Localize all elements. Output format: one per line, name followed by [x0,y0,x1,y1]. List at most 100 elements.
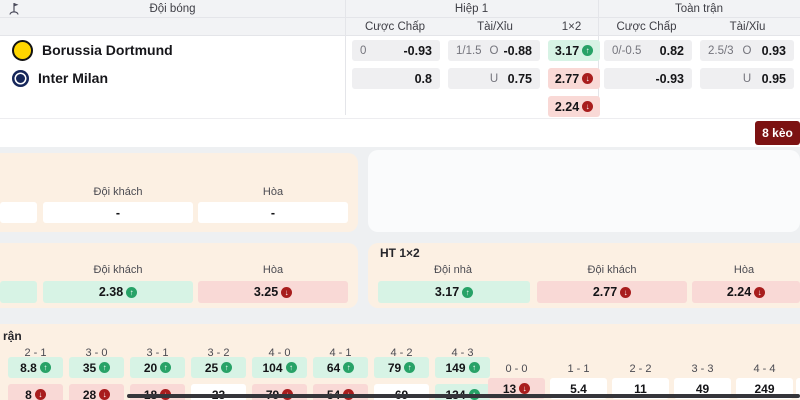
main-odds-table: Đội bóng Hiệp 1 Toàn trận Cược Chấp Tài/… [0,0,800,147]
score-odds-cell[interactable]: 11 [612,378,669,399]
draw-column-header: Hòa [262,264,284,276]
trend-up-icon: ↑ [126,286,138,298]
panel-ht-1x2: HT 1×2 Đội nhà Đội khách Hòa 3.17 ↑ 2.77… [368,243,800,308]
score-odds-cell[interactable]: 13 ↓ [488,378,545,399]
trend-down-icon: ↓ [99,389,111,400]
draw-column-header: Hòa [733,264,755,276]
column-divider [345,0,346,115]
score-header: 0 - 0 [505,363,528,375]
away-column-header: Đội khách [93,264,143,276]
score-header: 2 - 1 [24,347,47,359]
trend-down-icon: ↓ [582,101,594,112]
draw-odds-cell[interactable]: 3.25 ↓ [198,281,348,303]
trend-up-icon: ↑ [404,362,416,373]
odds-value: 35 [82,360,97,375]
draw-odds-cell[interactable]: - [198,202,348,223]
ft-handicap-away-cell[interactable]: -0.93 [604,68,692,89]
score-header: 3 - 1 [146,347,169,359]
ft-over-cell[interactable]: 2.5/3 O 0.93 [700,40,794,61]
odds-value: 149 [445,360,466,375]
score-odds-cell[interactable]: 35 ↑ [69,357,124,378]
sub-header-row: Cược Chấp Tài/Xỉu 1×2 Cược Chấp Tài/Xỉu [0,18,800,36]
ft-handicap-header: Cược Chấp [616,21,677,33]
score-odds-cell[interactable]: 49 [674,378,731,399]
horizontal-scrollbar[interactable] [127,394,800,398]
odds-value: 8.8 [20,360,37,375]
handicap-line: 0/-0.5 [612,44,642,57]
h1-1x2-draw-cell[interactable]: 2.24 ↓ [548,96,600,117]
h1-1x2-home-cell[interactable]: 3.17 ↑ [548,40,600,61]
ou-odds: 0.75 [507,71,532,86]
score-odds-cell[interactable]: 8 ↓ [8,384,63,400]
score-header: 4 - 2 [390,347,413,359]
score-odds-cell[interactable]: 28 ↓ [69,384,124,400]
trend-up-icon: ↑ [221,362,233,373]
h1-over-cell[interactable]: 1/1.5 O -0.88 [448,40,540,61]
panel-ft-1x2: Đội khách Hòa 2.38 ↑ 3.25 ↓ [0,243,358,308]
away-odds-cell[interactable]: - [43,202,193,223]
partial-odds-cell[interactable] [0,202,37,223]
h1-under-cell[interactable]: U 0.75 [448,68,540,89]
score-header: 4 - 1 [329,347,352,359]
h1-1x2-header: 1×2 [561,21,582,33]
score-odds-cell[interactable]: 149 ↑ [435,357,490,378]
score-header: 2 - 2 [629,363,652,375]
score-header: 3 - 3 [691,363,714,375]
score-odds-cell[interactable]: 79 ↑ [374,357,429,378]
trend-down-icon: ↓ [754,286,766,298]
odds-value: 8 [25,387,32,400]
away-odds-cell[interactable]: 2.77 ↓ [537,281,687,303]
handicap-odds: -0.93 [403,43,433,58]
away-odds-cell[interactable]: 2.38 ↑ [43,281,193,303]
score-odds-cell[interactable]: 104 ↑ [252,357,307,378]
h1-handicap-home-cell[interactable]: 0 -0.93 [352,40,440,61]
away-team-name: Inter Milan [38,70,109,86]
ft-over-under-header: Tài/Xỉu [729,21,766,33]
ou-odds: -0.88 [503,43,533,58]
trend-up-icon: ↑ [462,286,474,298]
partial-odds-cell[interactable] [0,281,37,303]
score-header: 4 - 4 [753,363,776,375]
ou-odds: 0.95 [761,71,786,86]
score-odds-cell[interactable]: 8.8 ↑ [8,357,63,378]
more-odds-badge[interactable]: 8 kèo [755,121,800,145]
handicap-odds: 0.8 [414,71,432,86]
score-odds-cell[interactable]: 20 ↑ [130,357,185,378]
h1-handicap-away-cell[interactable]: 0.8 [352,68,440,89]
ou-line: 2.5/3 [708,44,734,57]
trend-down-icon: ↓ [582,73,594,84]
odds-value: 3.17 [554,43,580,58]
home-odds-cell[interactable]: 3.17 ↑ [378,281,530,303]
score-odds-cell[interactable]: 25 ↑ [191,357,246,378]
partial-odds-cell[interactable] [796,378,800,399]
ou-odds: 0.93 [761,43,786,58]
odds-value: 2.38 [98,285,124,299]
score-odds-cell[interactable]: 5.4 [550,378,607,399]
ou-line: 1/1.5 [456,44,482,57]
borussia-dortmund-logo [12,39,33,61]
home-column-header: Đội nhà [434,264,472,276]
panel-moneyline-top: Đội khách Hòa - - [0,153,358,232]
odds-value: 49 [695,381,710,396]
score-header: 4 - 3 [451,347,474,359]
full-match-group-header: Toàn trận [675,3,723,15]
handicap-odds: -0.93 [655,71,685,86]
draw-odds-cell[interactable]: 2.24 ↓ [692,281,800,303]
over-label: O [489,44,499,57]
trend-up-icon: ↑ [582,45,594,56]
ft-handicap-home-cell[interactable]: 0/-0.5 0.82 [604,40,692,61]
score-odds-cell[interactable]: 64 ↑ [313,357,368,378]
h1-1x2-away-cell[interactable]: 2.77 ↓ [548,68,600,89]
under-label: U [489,72,499,85]
score-header: 3 - 2 [207,347,230,359]
away-column-header: Đội khách [587,264,637,276]
score-header: 4 - 0 [268,347,291,359]
odds-value: 28 [82,387,97,400]
score-odds-cell[interactable]: 249 [736,378,793,399]
team-column-header: Đội bóng [149,3,196,15]
handicap-odds: 0.82 [659,43,684,58]
team-row-home: Borussia Dortmund [12,39,173,61]
ft-under-cell[interactable]: U 0.95 [700,68,794,89]
odds-value: 249 [754,381,775,396]
